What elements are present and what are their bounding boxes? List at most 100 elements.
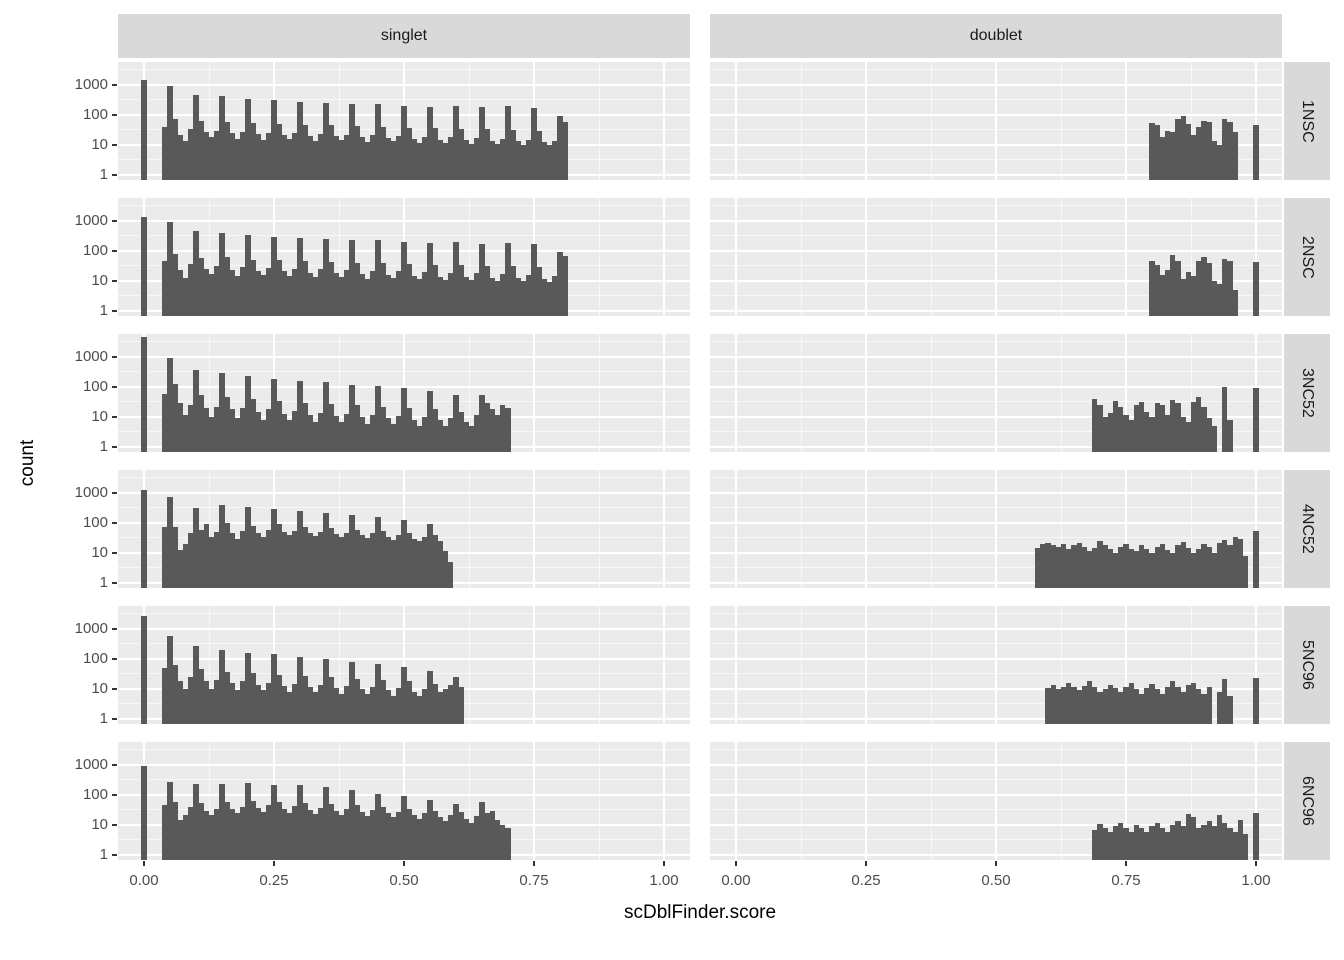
facet-row-label: 5NC96 [1299,640,1316,690]
histogram-bar [271,378,277,452]
histogram-bar [307,272,313,316]
gridline-x-minor [338,742,340,860]
histogram-bar [536,130,542,180]
histogram-bar [177,681,183,724]
histogram-bar [328,125,334,180]
facet-panel-1NSC-singlet [118,62,690,180]
histogram-bar [229,533,235,588]
histogram-bar [250,673,256,724]
histogram-bar [359,689,365,724]
histogram-bar [515,277,521,316]
histogram-bar [349,384,355,452]
histogram-bar [453,242,459,316]
histogram-bar [500,138,506,180]
histogram-bar [1159,827,1165,860]
histogram-bar [453,394,459,452]
histogram-bar [1170,400,1176,452]
histogram-bar [1175,545,1181,588]
histogram-bar [370,686,376,724]
histogram-bar [240,530,246,588]
histogram-bar [406,533,412,588]
histogram-bar [167,222,173,316]
histogram-bar [1222,678,1228,724]
gridline-x-major [735,334,737,452]
histogram-bar [203,131,209,180]
histogram-bar [458,686,464,724]
histogram-bar [453,105,459,180]
histogram-bar [1206,820,1212,860]
histogram-bar [422,689,428,724]
histogram-bar [344,413,350,452]
histogram-bar [287,691,293,724]
x-tick-mark [663,861,665,866]
histogram-bar [1211,140,1217,180]
histogram-bar [271,236,277,316]
x-tick-mark [403,861,405,866]
histogram-bar [1139,545,1145,588]
histogram-bar [391,140,397,180]
histogram-bar [1144,831,1150,860]
histogram-bar [1128,831,1134,860]
histogram-bar [1175,820,1181,860]
gridline-x-minor [598,334,600,452]
histogram-bar [1201,120,1207,180]
histogram-bar [406,127,412,180]
facet-panel-3NC52-doublet [710,334,1282,452]
histogram-bar [188,263,194,316]
histogram-bar [437,276,443,316]
histogram-bar [375,385,381,452]
histogram-bar [1180,541,1186,588]
histogram-bar [417,541,423,588]
y-tick-label: 1000 [74,620,108,637]
x-tick-mark [995,861,997,866]
gridline-x-minor [1190,470,1192,588]
histogram-bar [219,649,225,724]
histogram-bar [261,811,267,860]
histogram-bar [255,270,261,316]
histogram-bar [183,140,189,180]
y-tick-label: 100 [82,650,108,667]
histogram-bar [318,133,324,180]
histogram-bar [1045,687,1051,724]
histogram-bar [307,533,313,588]
histogram-bar [1087,550,1093,588]
histogram-bar [401,666,407,724]
histogram-bar [245,235,251,316]
x-tick-mark [735,861,737,866]
histogram-bar [287,812,293,860]
histogram-bar [292,683,298,724]
x-tick-mark [533,861,535,866]
x-tick-label: 1.00 [1241,872,1271,889]
histogram-bar [505,242,511,316]
histogram-bar [302,526,308,588]
histogram-bar [443,142,449,180]
histogram-bar [422,136,428,180]
histogram-bar [313,276,319,316]
gridline-x-minor [1060,62,1062,180]
gridline-x-major [735,742,737,860]
histogram-bar [219,784,225,860]
histogram-bar [1102,417,1108,452]
histogram-bar [557,116,563,180]
y-tick-label: 10 [91,136,108,153]
histogram-bar [365,423,371,452]
histogram-bar [318,807,324,860]
histogram-bar [1139,401,1145,452]
histogram-bar [484,265,490,316]
histogram-bar [292,530,298,588]
histogram-bar [463,139,469,180]
histogram-bar [344,808,350,860]
gridline-x-major [1125,606,1127,724]
histogram-bar [469,426,475,452]
histogram-bar [474,273,480,316]
histogram-bar [240,131,246,180]
histogram-bar [380,530,386,588]
histogram-bar [484,402,490,452]
histogram-bar [406,681,412,724]
histogram-bar [1196,689,1202,724]
histogram-bar [1165,686,1171,724]
histogram-bar [307,135,313,180]
facet-col-strip-doublet: doublet [710,14,1282,58]
gridline-x-minor [208,334,210,452]
histogram-bar [344,532,350,588]
